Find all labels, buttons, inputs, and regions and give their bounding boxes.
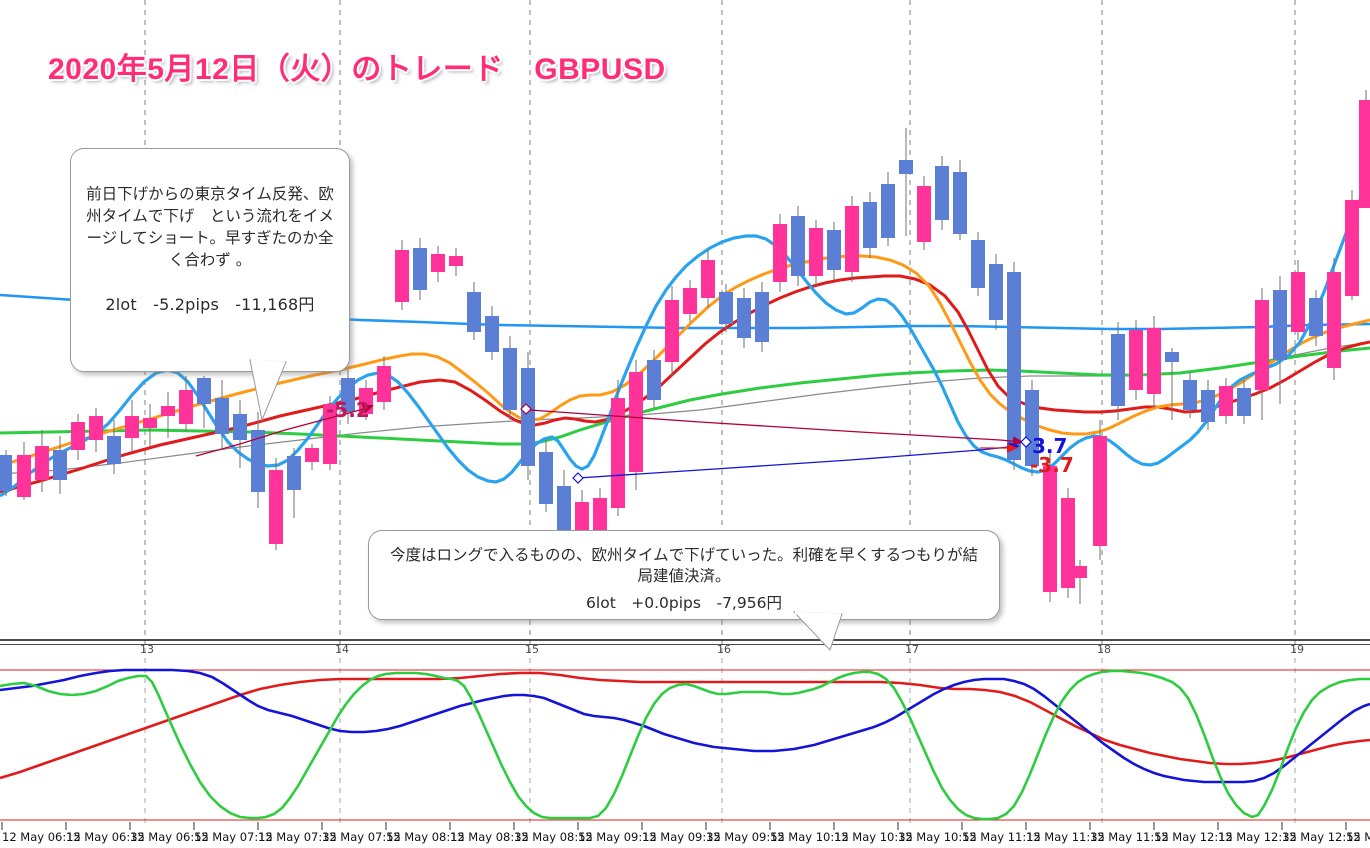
callout-long-trade-stat: 6lot +0.0pips -7,956円 — [586, 593, 782, 612]
day-label-13: 13 — [140, 643, 154, 656]
short-trade-line — [195, 403, 1024, 457]
time-tick-10: 12 May 09:35 — [642, 830, 721, 844]
oscillator-green-line — [0, 669, 1370, 821]
day-label-15: 15 — [525, 643, 539, 656]
long-trade-line — [572, 436, 1032, 484]
pane-separator — [0, 639, 1370, 645]
time-tick-6: 12 May 08:15 — [386, 830, 465, 844]
time-tick-15: 12 May 11:15 — [962, 830, 1041, 844]
callout-short-trade-stat: 2lot -5.2pips -11,168円 — [105, 295, 315, 314]
oscillator-pane — [0, 648, 1370, 828]
day-label-16: 16 — [717, 643, 731, 656]
day-label-18: 18 — [1097, 643, 1111, 656]
time-tick-13: 12 May 10:35 — [834, 830, 913, 844]
ma-red-line — [0, 274, 1370, 494]
time-axis: 12 May 06:15 12 May 06:35 12 May 06:55 1… — [0, 828, 1370, 848]
callout-short-trade-tail — [249, 359, 287, 422]
time-tick-17: 12 May 11:55 — [1090, 830, 1169, 844]
time-tick-18: 12 May 12:15 — [1154, 830, 1233, 844]
callout-short-trade-body: 前日下げからの東京タイム反発、欧州タイムで下げ という流れをイメージしてショート… — [86, 185, 334, 269]
time-tick-21: 12 Ma — [1346, 830, 1370, 844]
time-tick-14: 12 May 10:55 — [898, 830, 977, 844]
time-tick-3: 12 May 07:15 — [194, 830, 273, 844]
candlestick-series — [0, 90, 1370, 604]
oscillator-levels — [0, 669, 1370, 821]
callout-short-trade: 前日下げからの東京タイム反発、欧州タイムで下げ という流れをイメージしてショート… — [70, 148, 350, 372]
callout-long-trade-body: 今度はロングで入るものの、欧州タイムで下げていった。利確を早くするつもりが結局建… — [389, 546, 979, 585]
time-tick-2: 12 May 06:55 — [130, 830, 209, 844]
time-tick-8: 12 May 08:55 — [514, 830, 593, 844]
marker-long-result-blue: 3.7 — [1032, 434, 1068, 458]
marker-long-result-red: -3.7 — [1030, 453, 1074, 477]
callout-long-trade: 今度はロングで入るものの、欧州タイムで下げていった。利確を早くするつもりが結局建… — [368, 530, 1000, 620]
time-tick-16: 12 May 11:35 — [1026, 830, 1105, 844]
time-tick-9: 12 May 09:15 — [578, 830, 657, 844]
day-label-19: 19 — [1290, 643, 1304, 656]
oscillator-blue-line — [0, 668, 1370, 784]
price-chart-pane — [0, 0, 1370, 645]
time-tick-7: 12 May 08:35 — [450, 830, 529, 844]
time-axis-ticks — [1, 822, 1347, 830]
time-tick-12: 12 May 10:15 — [770, 830, 849, 844]
time-tick-19: 12 May 12:35 — [1218, 830, 1297, 844]
time-tick-11: 12 May 09:55 — [706, 830, 785, 844]
time-tick-5: 12 May 07:55 — [322, 830, 401, 844]
time-tick-1: 12 May 06:35 — [66, 830, 145, 844]
ma-lightblue-line — [0, 179, 1370, 498]
time-tick-20: 12 May 12:55 — [1282, 830, 1361, 844]
day-label-14: 14 — [335, 643, 349, 656]
marker-short-result: -5.2 — [326, 398, 370, 422]
time-tick-4: 12 May 07:35 — [258, 830, 337, 844]
page-title: 2020年5月12日（火）のトレード GBPUSD — [48, 53, 666, 86]
day-label-17: 17 — [905, 643, 919, 656]
time-tick-0: 12 May 06:15 — [2, 830, 81, 844]
oscillator-gridlines — [144, 648, 1296, 828]
oscillator-red-line — [0, 671, 1370, 780]
callout-long-trade-tail — [792, 611, 843, 651]
